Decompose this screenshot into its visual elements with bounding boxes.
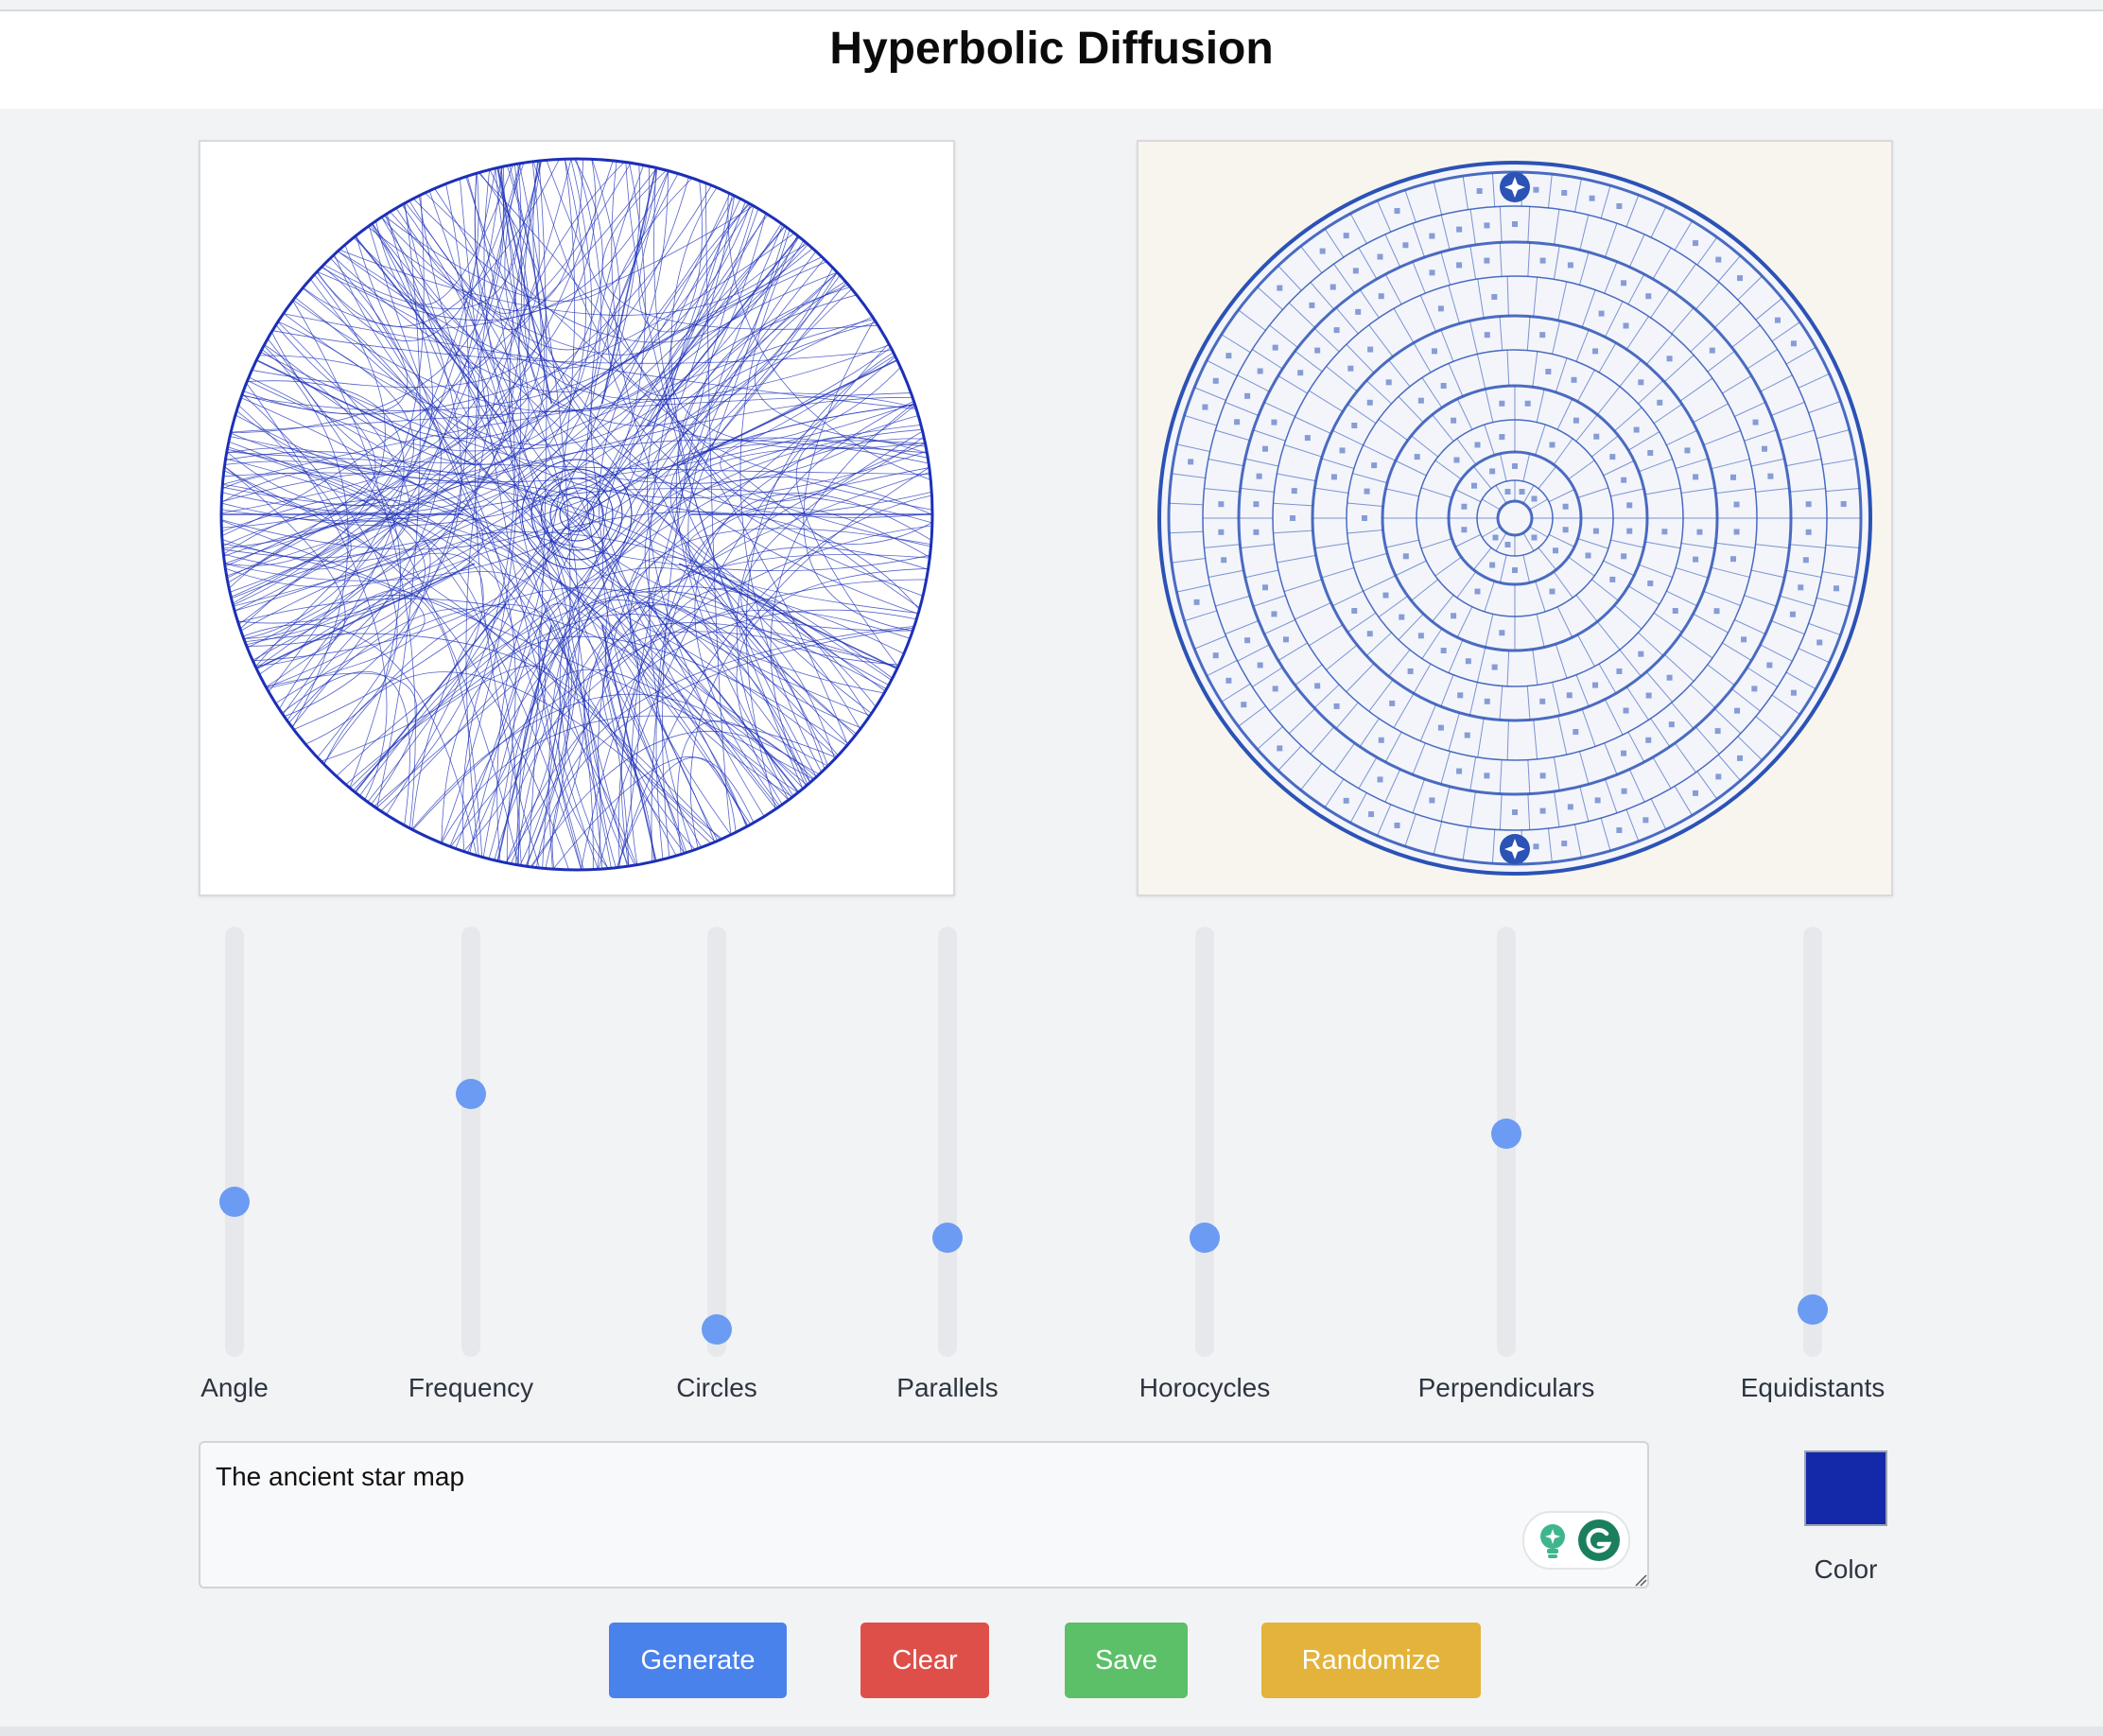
clear-button[interactable]: Clear	[860, 1623, 989, 1698]
angle-slider[interactable]	[219, 927, 250, 1357]
generated-image-panel[interactable]	[1137, 140, 1893, 896]
frequency-label: Frequency	[408, 1373, 534, 1402]
slider-thumb[interactable]	[702, 1314, 732, 1345]
parallels-slider[interactable]	[932, 927, 963, 1357]
hyperbolic-lines	[219, 157, 934, 872]
star-map-rings	[1157, 161, 1872, 876]
slider-track	[707, 927, 726, 1357]
slider-thumb[interactable]	[219, 1186, 250, 1217]
page-title: Hyperbolic Diffusion	[829, 24, 1274, 74]
slider-track	[1803, 927, 1822, 1357]
bottom-bar	[0, 1727, 2103, 1736]
top-border	[0, 9, 2103, 11]
randomize-button[interactable]: Randomize	[1261, 1623, 1481, 1698]
color-swatch[interactable]	[1804, 1450, 1887, 1526]
lightbulb-icon[interactable]	[1536, 1522, 1570, 1560]
generated-star-map-image	[1157, 161, 1872, 876]
slider-thumb[interactable]	[932, 1223, 963, 1254]
slider-thumb[interactable]	[1798, 1294, 1828, 1326]
slider-thumb[interactable]	[1190, 1223, 1220, 1254]
resize-grip-icon[interactable]	[1634, 1573, 1647, 1587]
color-label: Color	[1814, 1554, 1878, 1584]
circles-slider[interactable]	[702, 927, 732, 1357]
slider-track	[461, 927, 480, 1357]
slider-track	[938, 927, 957, 1357]
hyperbolic-pattern-image	[219, 157, 934, 872]
horocycles-slider[interactable]	[1190, 927, 1220, 1357]
generate-button[interactable]: Generate	[609, 1623, 787, 1698]
equidistants-label: Equidistants	[1740, 1373, 1886, 1402]
slider-track	[1195, 927, 1214, 1357]
equidistants-slider[interactable]	[1798, 927, 1828, 1357]
perpendiculars-slider[interactable]	[1491, 927, 1521, 1357]
save-button[interactable]: Save	[1065, 1623, 1188, 1698]
slider-track	[225, 927, 244, 1357]
hyperbolic-pattern-panel[interactable]	[199, 140, 955, 896]
grammar-assistant-widget[interactable]	[1522, 1511, 1630, 1570]
page-header: Hyperbolic Diffusion	[0, 11, 2103, 109]
horocycles-label: Horocycles	[1138, 1373, 1271, 1402]
slider-thumb[interactable]	[456, 1078, 486, 1109]
circles-label: Circles	[676, 1373, 757, 1402]
slider-thumb[interactable]	[1491, 1119, 1521, 1150]
frequency-slider[interactable]	[456, 927, 486, 1357]
grammarly-g-icon[interactable]	[1577, 1519, 1621, 1562]
perpendiculars-label: Perpendiculars	[1417, 1373, 1595, 1402]
parallels-label: Parallels	[896, 1373, 999, 1402]
prompt-input[interactable]: The ancient star map	[199, 1441, 1649, 1588]
angle-label: Angle	[200, 1373, 269, 1402]
